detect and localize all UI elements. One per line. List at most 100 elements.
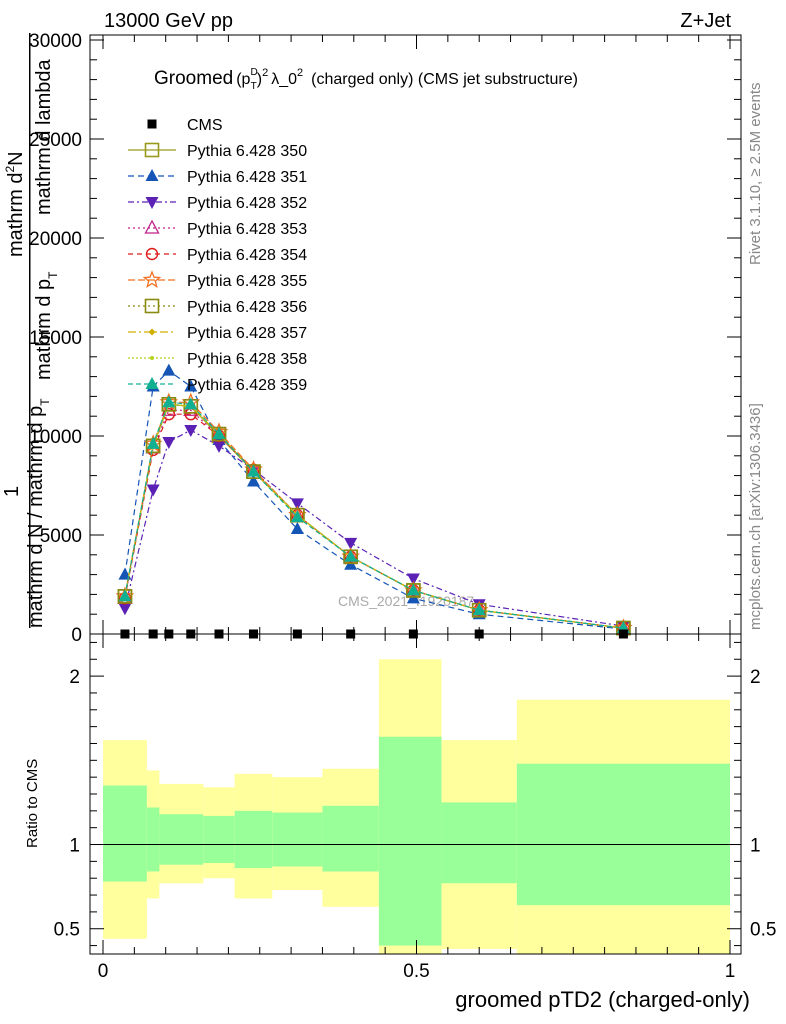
legend-label: Pythia 6.428 350	[187, 143, 307, 160]
legend-marker	[145, 247, 159, 261]
y-tick-label: 0	[71, 625, 82, 646]
ratio-band-inner	[159, 814, 204, 865]
ratio-band-inner	[516, 763, 730, 906]
series-point	[344, 549, 358, 562]
series-point	[146, 436, 160, 449]
ratio-band-inner	[272, 812, 323, 867]
series-point	[146, 484, 160, 497]
mcplots-credit-label: mcplots.cern.ch [arXiv:1306.3436]	[747, 403, 764, 630]
series-line-pythia-6-428-351	[124, 369, 624, 630]
y-tick-label: 5000	[40, 526, 82, 547]
series-point	[212, 427, 226, 440]
energy-label: 13000 GeV pp	[104, 10, 233, 32]
chart-title-sup-inner: D	[250, 67, 257, 78]
y-tick-label: 25000	[29, 130, 82, 151]
legend-label: Pythia 6.428 358	[187, 351, 307, 368]
process-label: Z+Jet	[680, 10, 731, 32]
legend-label: Pythia 6.428 354	[187, 247, 307, 264]
ratio-y-tick-label-left: 2	[69, 667, 80, 688]
series-point	[162, 363, 176, 376]
legend-item-pythia-6-428-359: Pythia 6.428 359	[128, 377, 307, 394]
x-tick-label: 0.5	[403, 961, 429, 982]
series-point	[290, 498, 304, 511]
legend-item-pythia-6-428-353: Pythia 6.428 353	[128, 219, 307, 238]
chart-title-prefix: Groomed	[154, 68, 233, 89]
chart-title-lambda-sup: 2	[297, 67, 303, 79]
series-point	[184, 425, 198, 438]
ratio-y-axis-label: Ratio to CMS	[24, 759, 41, 848]
legend-item-pythia-6-428-356: Pythia 6.428 356	[128, 298, 307, 316]
ylabel-denominator-right: mathrm d lambda	[33, 59, 55, 215]
series-point	[118, 603, 132, 616]
ylabel-one: 1	[1, 486, 23, 497]
ratio-panel: 0.5 0.5 1 1 2 2 0 0.5 1	[54, 633, 776, 982]
ylabel-numerator-text: mathrm d	[5, 173, 27, 257]
legend-marker	[145, 169, 159, 181]
y-tick-label: 30000	[29, 31, 82, 52]
legend-label: Pythia 6.428 355	[187, 273, 307, 290]
ylabel-numerator-rest: N	[5, 151, 27, 165]
ratio-y-tick-label-right: 0.5	[750, 920, 776, 941]
legend-marker	[150, 356, 154, 360]
series-point	[212, 440, 226, 453]
series-point	[184, 397, 198, 410]
ratio-y-tick-label-left: 1	[69, 836, 80, 857]
legend: CMS Pythia 6.428 350 Pythia 6.428 351 Pythi…	[128, 117, 307, 394]
x-tick-label: 0	[98, 961, 109, 982]
ratio-band-inner	[203, 815, 235, 864]
legend-marker	[144, 219, 160, 234]
legend-item-pythia-6-428-355: Pythia 6.428 355	[128, 270, 307, 290]
ylabel-fraction-bar	[29, 33, 31, 628]
ratio-y-tick-label-left: 0.5	[54, 920, 80, 941]
series-point	[406, 573, 420, 586]
legend-marker	[144, 298, 160, 314]
chart-title-base: (p	[236, 71, 250, 88]
series-point	[162, 408, 176, 421]
legend-label: Pythia 6.428 357	[187, 325, 307, 342]
chart-title-sup-outer: 2	[262, 67, 268, 79]
y-tick-label: 15000	[29, 328, 82, 349]
legend-marker	[145, 377, 159, 389]
ylabel-bottom-text: mathrm d N / mathrm d p	[25, 406, 47, 628]
ratio-band-inner	[103, 785, 147, 882]
legend-marker	[148, 328, 156, 336]
series-point	[184, 379, 198, 392]
legend-item-pythia-6-428-358: Pythia 6.428 358	[128, 351, 307, 368]
chart-title-sub-inner: T	[251, 81, 257, 92]
series-point	[344, 537, 358, 550]
ratio-band-inner	[322, 805, 379, 872]
legend-item-cms: CMS	[147, 117, 223, 134]
legend-marker	[145, 197, 159, 209]
ylabel-bottom: mathrm d N / mathrm d pT	[25, 398, 52, 628]
series-point	[290, 510, 304, 523]
ylabel-numerator: mathrm d2N	[3, 151, 27, 257]
legend-label: Pythia 6.428 353	[187, 221, 307, 238]
legend-item-pythia-6-428-350: Pythia 6.428 350	[128, 142, 307, 160]
series-point	[118, 589, 132, 602]
main-axes: 0 5000 10000 15000 20000 25000 30000	[29, 31, 741, 646]
chart-title-lambda: λ_0	[271, 71, 297, 88]
legend-item-pythia-6-428-354: Pythia 6.428 354	[128, 247, 307, 264]
legend-marker	[144, 142, 160, 158]
series-line-pythia-6-428-353	[124, 409, 624, 629]
ylabel-denominator-left: mathrm d pT	[33, 271, 60, 380]
series-point	[290, 522, 304, 535]
chart-title-close: )	[257, 71, 262, 88]
legend-item-pythia-6-428-352: Pythia 6.428 352	[128, 195, 307, 212]
legend-label: CMS	[187, 117, 223, 134]
ylabel-bottom-sub: T	[38, 398, 52, 406]
y-tick-label: 20000	[29, 229, 82, 250]
series-point	[246, 464, 260, 477]
series-point	[472, 603, 486, 616]
legend-label: Pythia 6.428 356	[187, 299, 307, 316]
ratio-band-inner	[146, 807, 160, 872]
ratio-y-tick-label-right: 2	[750, 667, 761, 688]
legend-label: Pythia 6.428 351	[187, 169, 307, 186]
series-point	[162, 436, 176, 449]
ratio-band-inner	[441, 802, 517, 884]
legend-marker	[142, 270, 162, 288]
legend-marker	[147, 119, 157, 129]
ratio-axes: 0.5 0.5 1 1 2 2 0 0.5 1	[54, 634, 776, 982]
